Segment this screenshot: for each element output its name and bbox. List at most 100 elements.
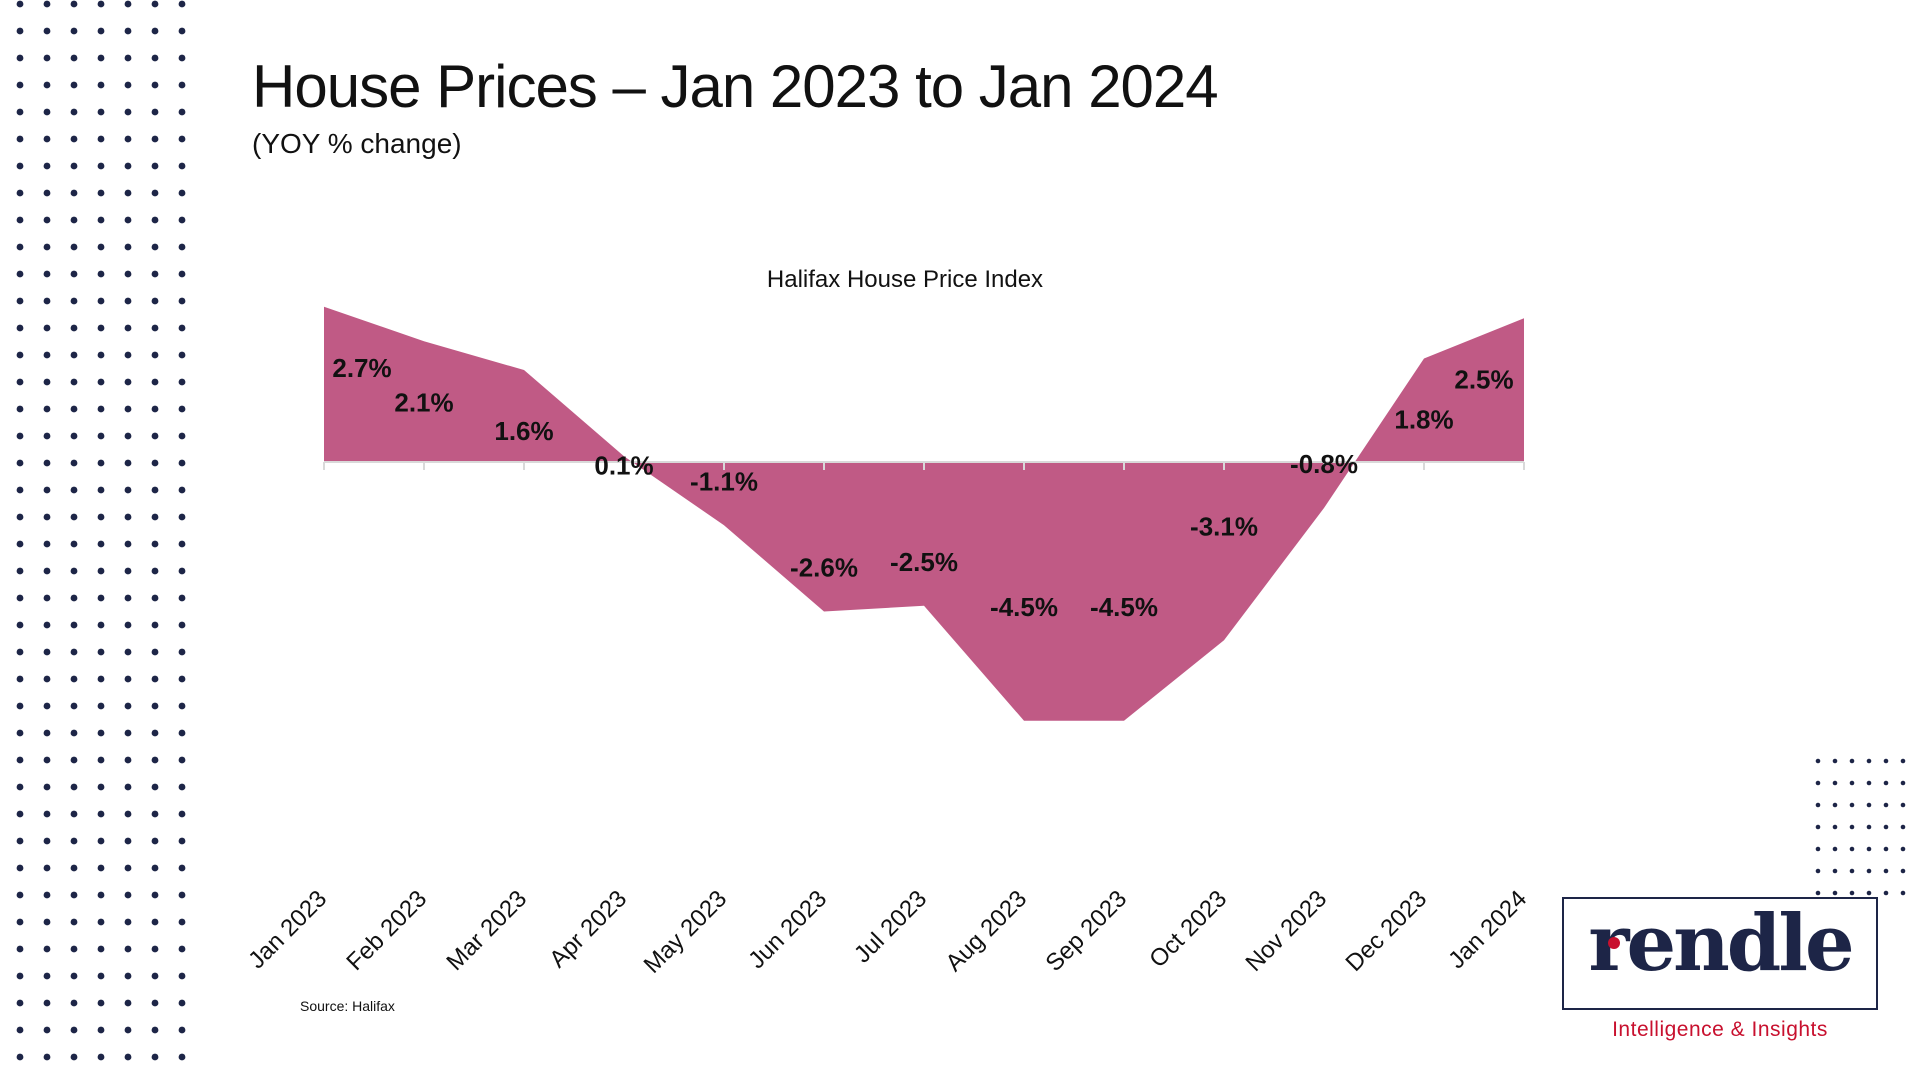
dot [43, 621, 51, 629]
dot [97, 621, 105, 629]
dot [97, 756, 105, 764]
dot [1849, 846, 1855, 852]
dot [124, 648, 132, 656]
dot [178, 432, 186, 440]
dot [1866, 758, 1872, 764]
page-title: House Prices – Jan 2023 to Jan 2024 [252, 53, 1219, 120]
dot [151, 621, 159, 629]
dot [1883, 802, 1889, 808]
dot [97, 729, 105, 737]
dot [178, 648, 186, 656]
dot [16, 1053, 24, 1061]
dot [43, 648, 51, 656]
dot [1900, 780, 1906, 786]
dot [97, 972, 105, 980]
dot [124, 432, 132, 440]
page-subtitle: (YOY % change) [252, 128, 462, 159]
dot [1883, 758, 1889, 764]
dot [97, 135, 105, 143]
dot [151, 81, 159, 89]
dot [16, 648, 24, 656]
dot [97, 432, 105, 440]
dot [178, 972, 186, 980]
dot [70, 810, 78, 818]
dot [151, 27, 159, 35]
dot [97, 891, 105, 899]
dot [124, 891, 132, 899]
x-tick-label: Sep 2023 [1040, 885, 1132, 977]
dot [97, 270, 105, 278]
dot [70, 351, 78, 359]
dot [43, 999, 51, 1007]
dot [151, 135, 159, 143]
dot [178, 540, 186, 548]
dot [70, 972, 78, 980]
dot [151, 918, 159, 926]
dot [16, 513, 24, 521]
dot [151, 567, 159, 575]
dot [178, 864, 186, 872]
dot [178, 54, 186, 62]
dot [124, 54, 132, 62]
dot [1900, 846, 1906, 852]
dot [124, 270, 132, 278]
dot [16, 486, 24, 494]
dot [16, 621, 24, 629]
dot [124, 459, 132, 467]
dot [70, 702, 78, 710]
dot [43, 324, 51, 332]
dot [178, 594, 186, 602]
dot [43, 594, 51, 602]
dot [43, 918, 51, 926]
x-tick-label: Dec 2023 [1340, 885, 1432, 977]
dot [43, 378, 51, 386]
dot [16, 891, 24, 899]
dot [124, 729, 132, 737]
dot [124, 162, 132, 170]
dot [70, 540, 78, 548]
dot [124, 999, 132, 1007]
dot [178, 567, 186, 575]
dot [70, 243, 78, 251]
dot [70, 756, 78, 764]
dot [178, 621, 186, 629]
dot [16, 324, 24, 332]
dot [151, 810, 159, 818]
dot [124, 540, 132, 548]
dot [124, 918, 132, 926]
dot [151, 513, 159, 521]
dot [43, 675, 51, 683]
dot [16, 0, 24, 8]
dot [178, 999, 186, 1007]
dot [151, 189, 159, 197]
dot [124, 810, 132, 818]
dot [1883, 824, 1889, 830]
dot [43, 864, 51, 872]
dot [70, 27, 78, 35]
dot [1832, 890, 1838, 896]
dot [16, 297, 24, 305]
dot [70, 135, 78, 143]
dot [16, 351, 24, 359]
dot [16, 1026, 24, 1034]
dot [43, 351, 51, 359]
dot [178, 324, 186, 332]
dot [1849, 802, 1855, 808]
x-tick-label: Jan 2023 [243, 885, 332, 974]
dot [97, 675, 105, 683]
logo-wordmark: rendle [1588, 898, 1854, 989]
dot [124, 837, 132, 845]
dot [70, 513, 78, 521]
dot [16, 756, 24, 764]
dot [151, 405, 159, 413]
dot [70, 270, 78, 278]
dot [70, 621, 78, 629]
dot [178, 1026, 186, 1034]
dot [70, 432, 78, 440]
dot [178, 378, 186, 386]
dot [97, 27, 105, 35]
dot [124, 216, 132, 224]
dot [178, 891, 186, 899]
dot [1883, 780, 1889, 786]
dot [16, 837, 24, 845]
